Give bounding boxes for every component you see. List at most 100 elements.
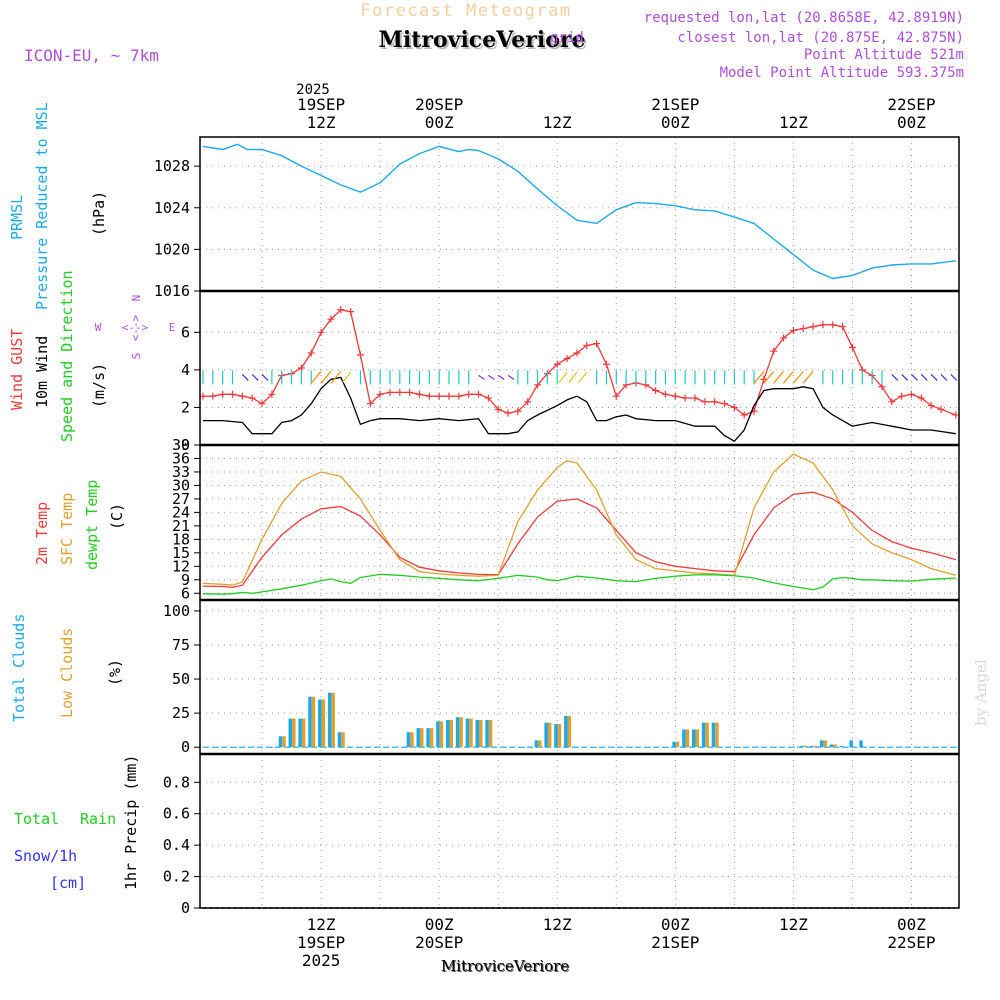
wind-gust-marker [327, 315, 335, 323]
top-hour-label: 00Z [897, 113, 926, 132]
y-tick-label: 9 [181, 571, 190, 589]
low-clouds-bar [419, 728, 424, 748]
wind-gust-marker [888, 398, 896, 406]
wind-gust-marker [573, 349, 581, 357]
wind-direction-arrow [763, 371, 775, 384]
low-clouds-bar [705, 722, 709, 748]
total-clouds-bar [839, 745, 844, 748]
wind-direction-arrow [507, 374, 515, 380]
wind-gust-marker [671, 392, 679, 400]
low-clouds-label: Low Clouds [58, 628, 76, 718]
wind-direction-arrow [901, 373, 909, 381]
y-tick-label: 2 [181, 398, 190, 416]
wind-gust-marker [563, 355, 571, 363]
pressure-line [202, 143, 956, 280]
wind-gust-marker [789, 326, 797, 334]
y-tick-label: 0.2 [163, 868, 190, 886]
wind-gust-marker [396, 388, 404, 396]
wind-gust-marker [740, 411, 748, 419]
low-clouds-bar [813, 745, 818, 748]
temp-2m-line [202, 491, 956, 589]
wind-gust-marker [898, 392, 906, 400]
total-clouds-bar [416, 728, 420, 748]
total-clouds-bar [554, 724, 558, 748]
y-tick-label: 0 [181, 899, 190, 917]
total-clouds-label: Total Clouds [10, 614, 28, 722]
y-tick-label: 27 [172, 490, 190, 508]
compass-north: N [130, 295, 143, 302]
total-clouds-bar [682, 729, 686, 748]
wind-gust-marker [602, 360, 610, 368]
wind-gust-marker [415, 390, 423, 398]
wind-direction-arrow [802, 371, 814, 384]
y-tick-label: 1028 [154, 157, 190, 175]
low-clouds-bar [479, 719, 483, 748]
y-tick-label: 1024 [154, 199, 190, 217]
low-clouds-bar [469, 718, 473, 748]
forecast-meteogram-subtitle: Forecast Meteogram [360, 1, 571, 21]
wind-gust-marker [307, 349, 315, 357]
wind-direction-arrow [940, 373, 948, 381]
total-clouds-bar [426, 728, 430, 748]
wind-gust-marker [730, 403, 738, 411]
y-tick-label: 50 [172, 670, 190, 688]
wind-gust-marker [927, 402, 935, 410]
y-tick-label: 75 [172, 636, 190, 654]
wind-gust-marker [435, 392, 443, 400]
footer-station-name: MitroviceVeriore [441, 957, 569, 975]
wind-gust-marker [297, 364, 305, 372]
wind-gust-marker [376, 390, 384, 398]
low-clouds-bar [538, 740, 542, 748]
point-altitude: Point Altitude 521m [804, 47, 964, 63]
wind-gust-marker [937, 405, 945, 413]
low-clouds-bar [567, 715, 572, 748]
wind-gust-marker [514, 407, 522, 415]
wind-direction-arrow [310, 371, 322, 384]
total-clouds-bar [278, 736, 283, 748]
bottom-hour-label: 12Z [543, 915, 572, 934]
wind-gust-marker [848, 343, 856, 351]
wind-direction-arrow [488, 374, 495, 380]
total-clouds-bar [692, 729, 696, 748]
wind-gust-marker [907, 390, 915, 398]
low-clouds-bar [429, 728, 434, 748]
wind-direction-arrow [891, 373, 899, 381]
wind-gust-marker [829, 321, 837, 329]
low-clouds-bar [685, 729, 690, 748]
low-clouds-bar [331, 692, 335, 748]
total-clouds-bar [859, 740, 863, 748]
pressure-msl-label: Pressure Reduced to MSL [33, 102, 51, 310]
bottom-hour-label: 00Z [897, 915, 926, 934]
wind-gust-marker [799, 325, 807, 333]
total-clouds-bar [672, 741, 676, 748]
temp-sfc-label: SFC Temp [58, 493, 76, 565]
low-clouds-bar [488, 719, 493, 748]
bottom-day-label: 21SEP [651, 933, 699, 952]
wind-direction-arrow [792, 371, 804, 384]
total-clouds-bar [327, 692, 332, 748]
top-hour-label: 00Z [425, 113, 454, 132]
wind-direction-arrow [920, 373, 928, 381]
station-title: MitroviceVeriore [379, 27, 586, 53]
wind-direction-arrow [330, 371, 342, 384]
wind-gust-marker [229, 390, 237, 398]
top-day-label: 19SEP [297, 95, 345, 114]
top-hour-label: 00Z [661, 113, 690, 132]
wind-gust-marker [691, 394, 699, 402]
y-tick-label: 24 [172, 503, 190, 521]
top-hour-label: 12Z [543, 113, 572, 132]
temp-unit-label: (C) [108, 503, 126, 530]
wind-direction-arrow [251, 373, 259, 381]
total-clouds-bar [819, 740, 824, 748]
wind-gust-marker [593, 340, 601, 348]
wind-gust-marker [780, 334, 788, 342]
total-clouds-bar [308, 696, 312, 748]
total-clouds-bar [701, 722, 706, 748]
wind-gust-marker [465, 390, 473, 398]
wind-direction-arrow [753, 371, 765, 384]
compass-rose: W E N S <--> <--> [95, 295, 176, 360]
wind-gust-marker [475, 390, 483, 398]
wind-gust-marker [258, 400, 266, 408]
total-clouds-bar [406, 732, 411, 748]
wind-gust-marker [583, 341, 591, 349]
